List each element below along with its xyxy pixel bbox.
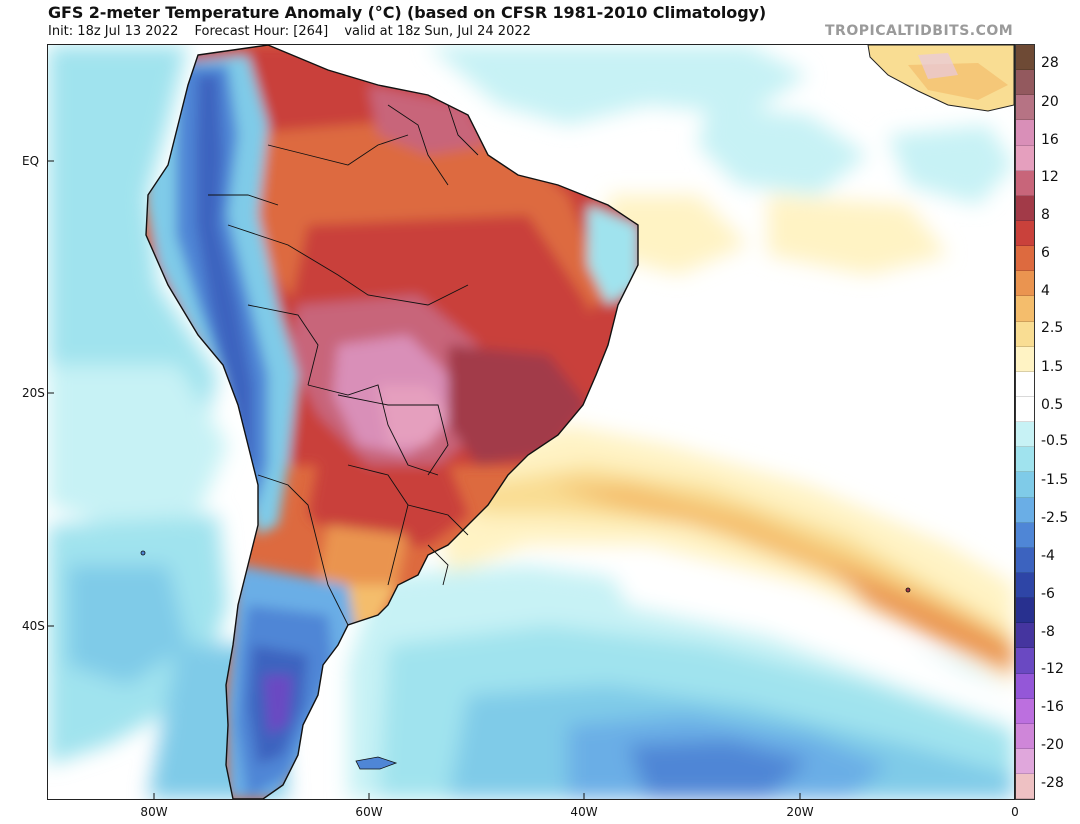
colorbar-swatch [1016, 170, 1034, 196]
colorbar-swatch [1016, 422, 1034, 448]
init-time: Init: 18z Jul 13 2022 [48, 24, 179, 39]
colorbar-swatch [1016, 774, 1034, 800]
map-canvas [48, 45, 1014, 799]
colorbar-swatch [1016, 472, 1034, 498]
lon-label-80w: 80W [140, 805, 168, 819]
colorbar-swatch [1016, 648, 1034, 674]
colorbar-label: 1.5 [1041, 359, 1064, 375]
colorbar-swatch [1016, 522, 1034, 548]
lon-label-40w: 40W [570, 805, 598, 819]
colorbar-label: 4 [1041, 283, 1050, 299]
colorbar-swatch [1016, 321, 1034, 347]
colorbar-swatch [1016, 598, 1034, 624]
colorbar-swatch [1016, 723, 1034, 749]
colorbar-swatch [1016, 572, 1034, 599]
lat-label-20s: 20S [22, 386, 45, 400]
colorbar-label: -6 [1041, 586, 1055, 602]
colorbar-label: -4 [1041, 548, 1055, 564]
colorbar-swatch [1016, 497, 1034, 523]
colorbar-label: 6 [1041, 245, 1050, 261]
colorbar-label: 0.5 [1041, 397, 1064, 413]
islands [140, 550, 911, 770]
colorbar-label: 20 [1041, 94, 1059, 110]
colorbar-swatch [1016, 220, 1034, 247]
colorbar-label: -12 [1041, 661, 1064, 677]
colorbar-label: 12 [1041, 169, 1059, 185]
colorbar-swatch [1016, 547, 1034, 573]
lon-label-20w: 20W [786, 805, 814, 819]
lat-label-eq: EQ [22, 154, 40, 168]
ocean-anomaly-fields [48, 45, 1014, 799]
valid-time: valid at 18z Sun, Jul 24 2022 [344, 24, 531, 39]
colorbar-swatch [1016, 623, 1034, 649]
colorbar [1015, 44, 1035, 800]
forecast-hour: Forecast Hour: [264] [194, 24, 329, 39]
colorbar-label: 8 [1041, 207, 1050, 223]
colorbar-swatch [1016, 145, 1034, 171]
anomaly-map [47, 44, 1015, 800]
colorbar-label: -8 [1041, 624, 1055, 640]
colorbar-swatch [1016, 195, 1034, 221]
colorbar-swatch [1016, 120, 1034, 146]
colorbar-label: 16 [1041, 132, 1059, 148]
colorbar-label: -0.5 [1041, 433, 1069, 449]
lon-label-0: 0 [1011, 805, 1019, 819]
africa-landmass [867, 45, 1014, 112]
colorbar-swatch [1016, 271, 1034, 297]
chart-header: GFS 2-meter Temperature Anomaly (°C) (ba… [0, 0, 1080, 44]
colorbar-swatch [1016, 673, 1034, 699]
colorbar-swatch [1016, 346, 1034, 372]
colorbar-swatch [1016, 95, 1034, 121]
colorbar-swatch [1016, 698, 1034, 724]
axis-ticks [48, 160, 801, 799]
lon-label-60w: 60W [355, 805, 383, 819]
colorbar-swatch [1016, 396, 1034, 423]
colorbar-label: -1.5 [1041, 472, 1069, 488]
colorbar-label: -20 [1041, 737, 1064, 753]
colorbar-label: -28 [1041, 775, 1064, 791]
colorbar-label: -2.5 [1041, 510, 1069, 526]
colorbar-label: 28 [1041, 55, 1059, 71]
colorbar-swatch [1016, 296, 1034, 322]
colorbar-swatch [1016, 70, 1034, 96]
chart-title: GFS 2-meter Temperature Anomaly (°C) (ba… [48, 3, 767, 22]
watermark: TROPICALTIDBITS.COM [825, 23, 1014, 39]
colorbar-swatch [1016, 447, 1034, 473]
lat-label-40s: 40S [22, 619, 45, 633]
colorbar-swatch [1016, 748, 1034, 775]
country-borders [208, 104, 479, 626]
colorbar-label: -16 [1041, 699, 1064, 715]
colorbar-swatch [1016, 246, 1034, 272]
colorbar-label: 2.5 [1041, 320, 1064, 336]
colorbar-swatch [1016, 45, 1034, 71]
chart-subtitle: Init: 18z Jul 13 2022 Forecast Hour: [26… [48, 24, 543, 39]
colorbar-swatch [1016, 371, 1034, 397]
